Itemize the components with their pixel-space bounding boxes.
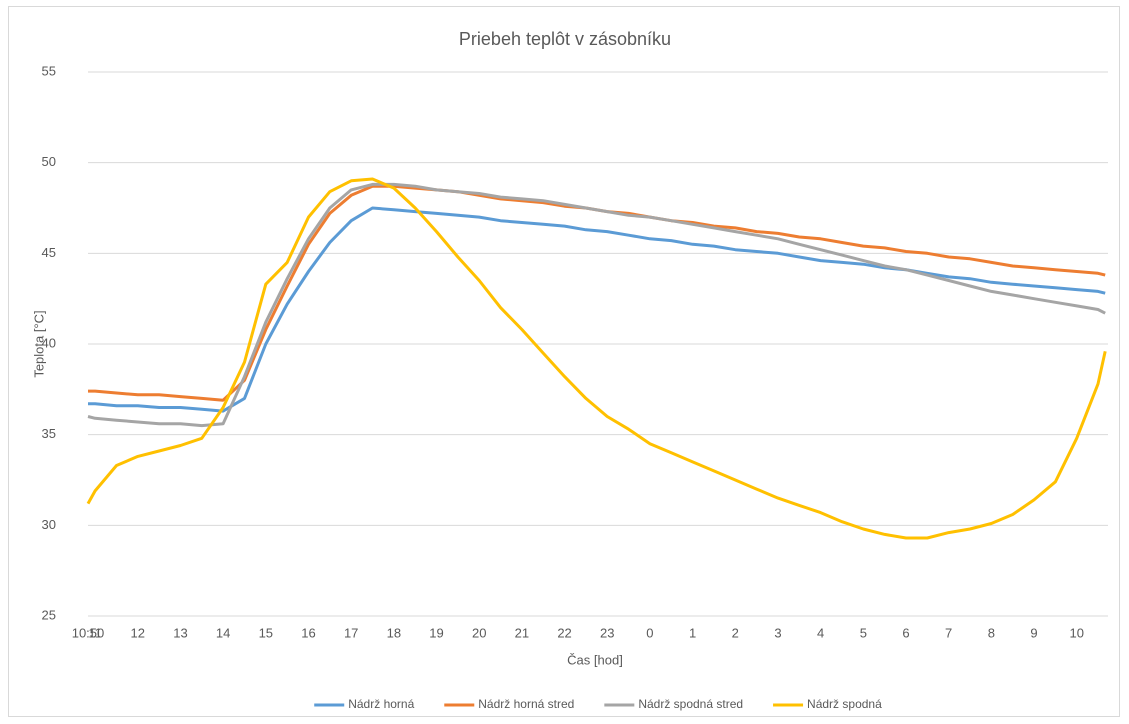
y-tick-label: 45 — [42, 245, 56, 260]
series-line — [87, 182, 1106, 428]
x-tick-label: 7 — [945, 625, 952, 640]
series-line — [88, 206, 1106, 413]
x-tick-label: 10:50 — [72, 625, 105, 640]
y-tick-label: 30 — [42, 517, 56, 532]
x-tick-label: 22 — [557, 625, 571, 640]
x-tick-label: 9 — [1030, 625, 1037, 640]
y-tick-label: 50 — [42, 154, 56, 169]
x-tick-label: 4 — [817, 625, 824, 640]
legend-label: Nádrž spodná stred — [638, 697, 743, 711]
y-tick-label: 25 — [42, 607, 56, 622]
x-tick-label: 18 — [387, 625, 401, 640]
x-tick-label: 23 — [600, 625, 614, 640]
y-tick-label: 40 — [42, 335, 56, 350]
x-tick-label: 12 — [131, 625, 145, 640]
x-tick-label: 10 — [1069, 625, 1083, 640]
x-tick-label: 15 — [259, 625, 273, 640]
y-axis-label: Teplota [°C] — [31, 310, 46, 377]
x-tick-label: 8 — [988, 625, 995, 640]
legend-label: Nádrž horná — [348, 697, 414, 711]
x-tick-label: 19 — [429, 625, 443, 640]
x-tick-label: 14 — [216, 625, 230, 640]
x-tick-label: 6 — [902, 625, 909, 640]
x-tick-label: 17 — [344, 625, 358, 640]
x-tick-label: 20 — [472, 625, 486, 640]
legend-label: Nádrž spodná — [807, 697, 882, 711]
series-line — [86, 177, 1107, 540]
x-tick-label: 0 — [646, 625, 653, 640]
x-tick-label: 16 — [301, 625, 315, 640]
x-tick-label: 21 — [515, 625, 529, 640]
x-tick-label: 13 — [173, 625, 187, 640]
chart-title: Priebeh teplôt v zásobníku — [459, 29, 671, 49]
x-tick-label: 5 — [860, 625, 867, 640]
y-tick-label: 55 — [42, 63, 56, 78]
x-tick-label: 11 — [88, 625, 102, 640]
x-tick-label: 3 — [774, 625, 781, 640]
x-tick-label: 2 — [732, 625, 739, 640]
y-tick-label: 35 — [42, 426, 56, 441]
chart-frame — [8, 6, 1120, 717]
legend-label: Nádrž horná stred — [478, 697, 574, 711]
x-axis-label: Čas [hod] — [567, 652, 623, 667]
x-tick-label: 1 — [689, 625, 696, 640]
